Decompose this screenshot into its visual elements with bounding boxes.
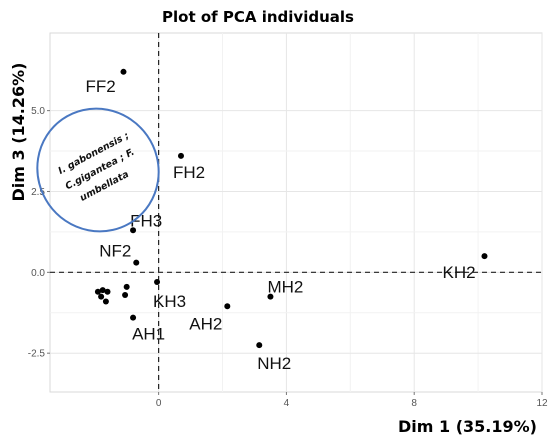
data-point [481,253,488,260]
data-point [130,227,137,234]
reference-lines [50,33,542,392]
data-point [122,291,129,298]
point-label: NF2 [99,242,131,261]
data-point [154,279,161,286]
data-point [123,283,130,290]
point-label: KH2 [442,263,475,282]
data-point [133,259,140,266]
x-tick-label: 8 [411,398,417,409]
data-point [99,287,106,294]
plot-panel [49,32,543,393]
chart-title: Plot of PCA individuals [162,8,354,26]
point-label: AH1 [132,325,165,344]
x-axis-title: Dim 1 (35.19%) [398,417,537,436]
data-point [120,68,127,75]
point-label: FF2 [85,77,115,96]
x-tick-label: 4 [284,398,290,409]
axis-ticks: 0 4 8 12 -2.5 0.0 2.5 5.0 [28,106,548,409]
data-point [177,152,184,159]
data-point [94,288,101,295]
point-label: KH3 [153,292,186,311]
y-tick-label: 5.0 [31,106,45,117]
data-point [102,298,109,305]
data-point [130,314,137,321]
data-point [267,293,274,300]
data-point [104,288,111,295]
data-point [224,303,231,310]
point-label: AH2 [189,314,222,333]
y-axis-title: Dim 3 (14.26%) [9,63,28,202]
x-tick-label: 0 [156,398,162,409]
y-tick-label: 0.0 [31,268,45,279]
y-tick-label: -2.5 [28,349,46,360]
y-tick-label: 2.5 [31,187,45,198]
point-label: MH2 [267,278,303,297]
data-point [98,293,105,300]
point-label: FH2 [173,163,205,182]
point-label: NH2 [257,354,291,373]
data-point [256,342,263,349]
x-tick-label: 12 [536,398,548,409]
annotation-ellipse [36,107,160,233]
